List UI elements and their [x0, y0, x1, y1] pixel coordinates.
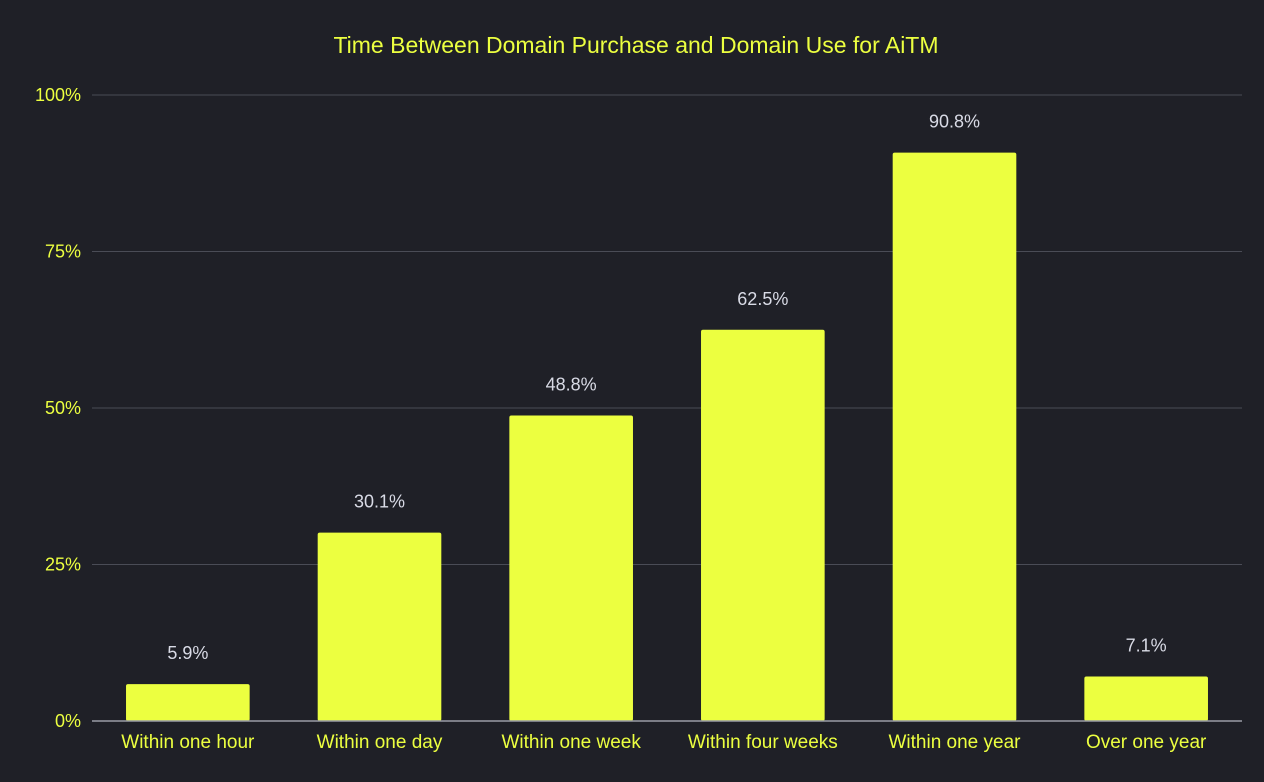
- y-axis-ticks: 0% 25% 50% 75% 100%: [35, 85, 81, 731]
- x-tick-label: Over one year: [1086, 732, 1207, 753]
- value-label: 5.9%: [167, 643, 208, 663]
- y-tick-label: 100%: [35, 85, 81, 105]
- value-label: 48.8%: [546, 375, 597, 395]
- value-label: 30.1%: [354, 492, 405, 512]
- grid-lines: [92, 94, 1242, 565]
- y-tick-label: 50%: [45, 398, 81, 418]
- bar: [317, 532, 442, 721]
- value-label: 7.1%: [1126, 636, 1167, 656]
- x-axis-ticks: Within one hour Within one day Within one …: [121, 732, 1207, 753]
- bars: [126, 152, 1208, 722]
- x-tick-label: Within one week: [501, 732, 641, 753]
- value-label: 62.5%: [737, 289, 788, 309]
- bar: [892, 152, 1017, 722]
- x-tick-label: Within four weeks: [688, 732, 838, 753]
- bar: [1084, 676, 1208, 721]
- x-tick-label: Within one hour: [121, 732, 255, 753]
- bar: [126, 684, 250, 721]
- x-tick-label: Within one year: [888, 732, 1021, 753]
- y-tick-label: 25%: [45, 555, 81, 575]
- x-tick-label: Within one day: [317, 732, 443, 753]
- bar: [701, 329, 825, 721]
- chart-title: Time Between Domain Purchase and Domain …: [333, 32, 938, 58]
- value-label: 90.8%: [929, 112, 980, 132]
- value-labels: 5.9% 30.1% 48.8% 62.5% 90.8% 7.1%: [167, 112, 1166, 663]
- bar: [509, 415, 633, 721]
- y-tick-label: 0%: [55, 711, 81, 731]
- y-tick-label: 75%: [45, 242, 81, 262]
